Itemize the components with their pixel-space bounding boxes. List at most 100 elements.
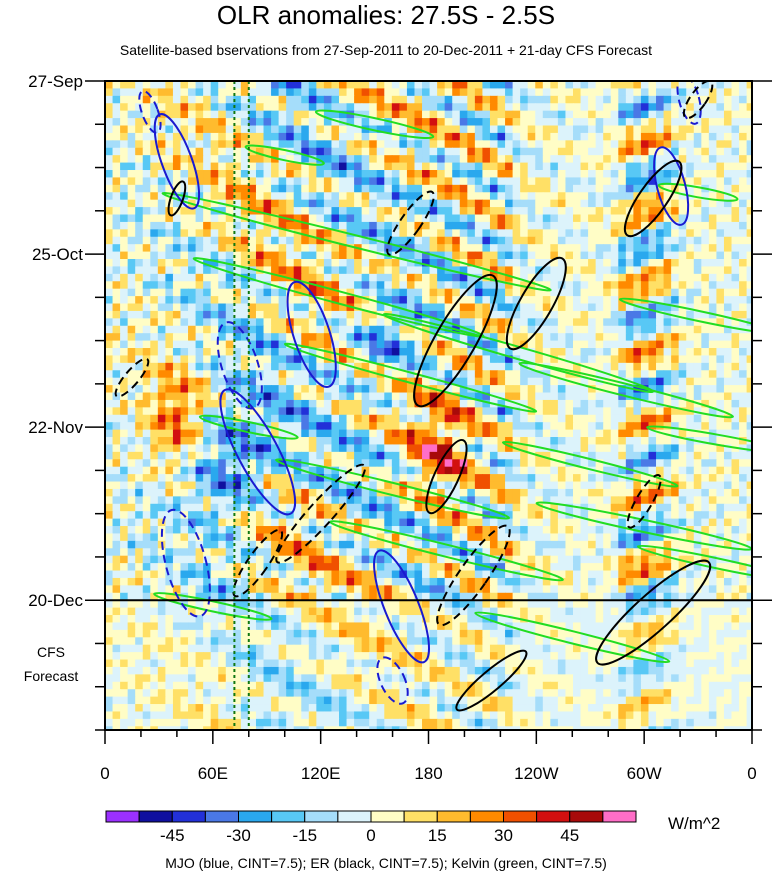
anomaly-cell: [437, 459, 446, 468]
anomaly-cell: [648, 362, 657, 371]
anomaly-cell: [588, 444, 597, 453]
anomaly-cell: [331, 132, 340, 141]
anomaly-cell: [701, 207, 710, 216]
anomaly-cell: [716, 207, 725, 216]
anomaly-cell: [293, 488, 302, 497]
anomaly-cell: [595, 118, 604, 127]
anomaly-cell: [331, 503, 340, 512]
anomaly-cell: [595, 251, 604, 260]
anomaly-cell: [610, 103, 619, 112]
anomaly-cell: [588, 437, 597, 446]
anomaly-cell: [731, 244, 740, 253]
anomaly-cell: [588, 147, 597, 156]
anomaly-cell: [376, 207, 385, 216]
anomaly-cell: [444, 296, 453, 305]
anomaly-cell: [497, 103, 506, 112]
anomaly-cell: [120, 244, 129, 253]
anomaly-cell: [474, 88, 484, 97]
anomaly-cell: [255, 88, 265, 97]
anomaly-cell: [225, 88, 234, 97]
anomaly-cell: [225, 296, 234, 305]
anomaly-cell: [701, 273, 710, 282]
anomaly-cell: [505, 236, 514, 245]
anomaly-cell: [308, 444, 317, 453]
anomaly-cell: [278, 118, 287, 127]
anomaly-cell: [565, 503, 574, 512]
anomaly-cell: [452, 414, 461, 423]
anomaly-cell: [505, 407, 514, 416]
anomaly-cell: [444, 399, 453, 408]
anomaly-cell: [323, 377, 333, 386]
anomaly-cell: [686, 414, 695, 423]
anomaly-cell: [444, 348, 453, 357]
anomaly-cell: [301, 192, 310, 201]
anomaly-cell: [429, 155, 438, 164]
anomaly-cell: [588, 244, 597, 253]
anomaly-cell: [225, 259, 234, 268]
anomaly-cell: [105, 355, 114, 364]
anomaly-cell: [429, 207, 438, 216]
anomaly-cell: [437, 192, 446, 201]
anomaly-cell: [671, 496, 680, 505]
anomaly-cell: [459, 340, 468, 349]
anomaly-cell: [195, 259, 204, 268]
anomaly-cell: [308, 355, 317, 364]
anomaly-cell: [618, 132, 627, 141]
anomaly-cell: [195, 325, 204, 334]
anomaly-cell: [422, 207, 431, 216]
anomaly-cell: [105, 399, 114, 408]
anomaly-cell: [505, 214, 514, 223]
anomaly-cell: [656, 370, 665, 379]
anomaly-cell: [489, 362, 499, 371]
anomaly-cell: [339, 199, 348, 208]
anomaly-cell: [172, 184, 182, 193]
anomaly-cell: [142, 244, 151, 253]
anomaly-cell: [746, 177, 752, 186]
anomaly-cell: [165, 273, 174, 282]
anomaly-cell: [535, 214, 544, 223]
anomaly-cell: [535, 132, 544, 141]
anomaly-cell: [286, 81, 295, 90]
anomaly-cell: [316, 385, 325, 394]
anomaly-cell: [278, 348, 287, 357]
anomaly-cell: [739, 362, 748, 371]
anomaly-cell: [369, 251, 378, 260]
anomaly-cell: [248, 229, 257, 238]
anomaly-cell: [112, 466, 121, 475]
chart-subtitle: Satellite-based bservations from 27-Sep-…: [119, 42, 653, 58]
anomaly-cell: [459, 466, 468, 475]
anomaly-cell: [286, 199, 295, 208]
anomaly-cell: [497, 444, 506, 453]
anomaly-cell: [610, 407, 619, 416]
anomaly-cell: [210, 303, 219, 312]
anomaly-cell: [459, 414, 468, 423]
anomaly-cell: [354, 184, 363, 193]
anomaly-cell: [339, 251, 348, 260]
anomaly-cell: [399, 103, 408, 112]
anomaly-cell: [120, 140, 129, 149]
anomaly-cell: [573, 118, 582, 127]
anomaly-cell: [489, 503, 499, 512]
anomaly-cell: [437, 110, 446, 119]
anomaly-cell: [663, 355, 672, 364]
anomaly-cell: [708, 466, 718, 475]
anomaly-cell: [195, 474, 204, 483]
anomaly-cell: [142, 340, 151, 349]
anomaly-cell: [203, 451, 212, 460]
anomaly-cell: [233, 244, 242, 253]
anomaly-cell: [610, 132, 619, 141]
anomaly-cell: [354, 437, 363, 446]
anomaly-cell: [308, 296, 317, 305]
anomaly-cell: [663, 214, 672, 223]
anomaly-cell: [573, 414, 582, 423]
anomaly-cell: [406, 244, 416, 253]
anomaly-cell: [354, 444, 363, 453]
anomaly-cell: [376, 251, 385, 260]
anomaly-cell: [505, 377, 514, 386]
anomaly-cell: [535, 340, 544, 349]
anomaly-cell: [739, 414, 748, 423]
anomaly-cell: [489, 451, 499, 460]
anomaly-cell: [437, 340, 446, 349]
anomaly-cell: [444, 81, 453, 90]
anomaly-cell: [520, 414, 529, 423]
